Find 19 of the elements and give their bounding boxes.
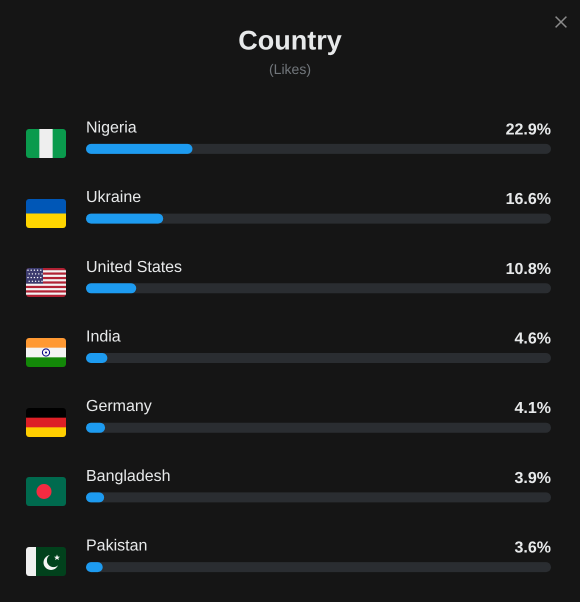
y-tick-label: Germany bbox=[86, 398, 152, 416]
chart-subtitle: (Likes) bbox=[268, 61, 312, 77]
data-label: 22.9% bbox=[506, 121, 551, 138]
y-tick-label: Bangladesh bbox=[86, 468, 171, 485]
bar bbox=[86, 214, 164, 224]
data-label: 10.8% bbox=[506, 260, 551, 278]
y-tick-label: Nigeria bbox=[86, 119, 137, 136]
data-label: 4.6% bbox=[514, 330, 551, 348]
data-label: 3.9% bbox=[514, 470, 551, 487]
y-tick-label: United States bbox=[86, 258, 182, 276]
data-label: 4.1% bbox=[514, 400, 551, 418]
data-label: 3.6% bbox=[514, 540, 551, 557]
bar bbox=[86, 144, 192, 154]
y-tick-label: India bbox=[86, 328, 121, 346]
chart-title: Country bbox=[238, 26, 342, 56]
bar bbox=[86, 283, 136, 294]
y-tick-label: Ukraine bbox=[86, 189, 142, 206]
data-label: 16.6% bbox=[506, 191, 551, 208]
y-tick-label: Pakistan bbox=[86, 538, 148, 555]
